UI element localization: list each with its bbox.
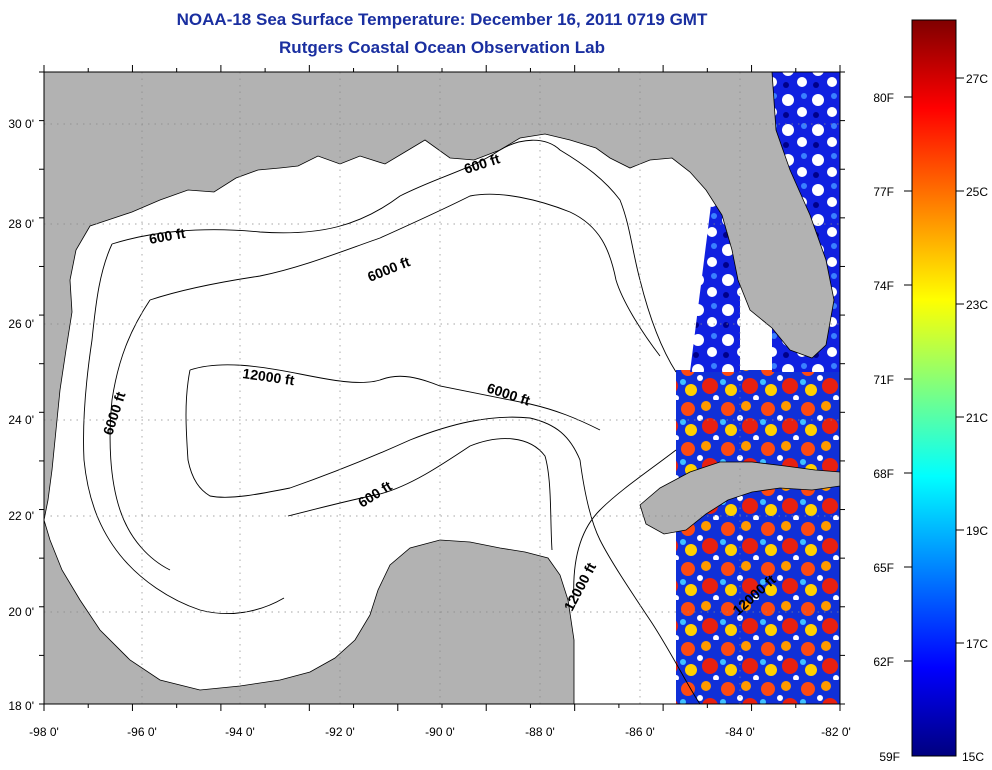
colorbar-celsius-labels: 27C 25C 23C 21C 19C 17C 15C: [962, 72, 988, 764]
c-label: 25C: [966, 185, 988, 199]
c-label: 15C: [962, 750, 984, 764]
lat-label: 24 0': [8, 413, 34, 427]
lat-label: 30 0': [8, 117, 34, 131]
latitude-labels: 30 0' 28 0' 26 0' 24 0' 22 0' 20 0' 18 0…: [8, 117, 34, 713]
lat-label: 18 0': [8, 699, 34, 713]
lon-label: -96 0': [127, 725, 157, 739]
map-title: NOAA-18 Sea Surface Temperature: Decembe…: [176, 10, 708, 29]
colorbar: [911, 19, 957, 757]
f-label: 71F: [873, 373, 894, 387]
land-cuba: [639, 461, 840, 535]
land-yucatan: [44, 519, 575, 704]
c-label: 27C: [966, 72, 988, 86]
f-label: 80F: [873, 91, 894, 105]
lon-label: -88 0': [525, 725, 555, 739]
lon-label: -94 0': [225, 725, 255, 739]
lon-label: -86 0': [625, 725, 655, 739]
colorbar-fahrenheit-labels: 80F 77F 74F 71F 68F 65F 62F 59F: [873, 91, 900, 764]
graticule: [44, 72, 840, 704]
contour-label: 12000 ft: [242, 365, 296, 388]
f-label: 77F: [873, 185, 894, 199]
colorbar-ticks: [904, 77, 964, 662]
land-north-america: [44, 72, 840, 521]
bathymetry-contours: [83, 139, 701, 704]
map-subtitle: Rutgers Coastal Ocean Observation Lab: [279, 38, 605, 57]
c-label: 19C: [966, 524, 988, 538]
lon-label: -82 0': [821, 725, 851, 739]
sst-swath-south: [676, 370, 840, 704]
lat-label: 22 0': [8, 509, 34, 523]
f-label: 62F: [873, 655, 894, 669]
lon-label: -98 0': [29, 725, 59, 739]
c-label: 21C: [966, 411, 988, 425]
lon-label: -92 0': [325, 725, 355, 739]
f-label: 59F: [879, 750, 900, 764]
f-label: 74F: [873, 279, 894, 293]
contour-label: 600 ft: [148, 225, 187, 247]
f-label: 68F: [873, 467, 894, 481]
lat-label: 26 0': [8, 317, 34, 331]
map-ticks: [39, 65, 845, 711]
c-label: 23C: [966, 298, 988, 312]
longitude-labels: -98 0' -96 0' -94 0' -92 0' -90 0' -88 0…: [29, 725, 851, 739]
lon-label: -90 0': [425, 725, 455, 739]
f-label: 65F: [873, 561, 894, 575]
lon-label: -84 0': [725, 725, 755, 739]
lat-label: 20 0': [8, 605, 34, 619]
lat-label: 28 0': [8, 217, 34, 231]
c-label: 17C: [966, 637, 988, 651]
